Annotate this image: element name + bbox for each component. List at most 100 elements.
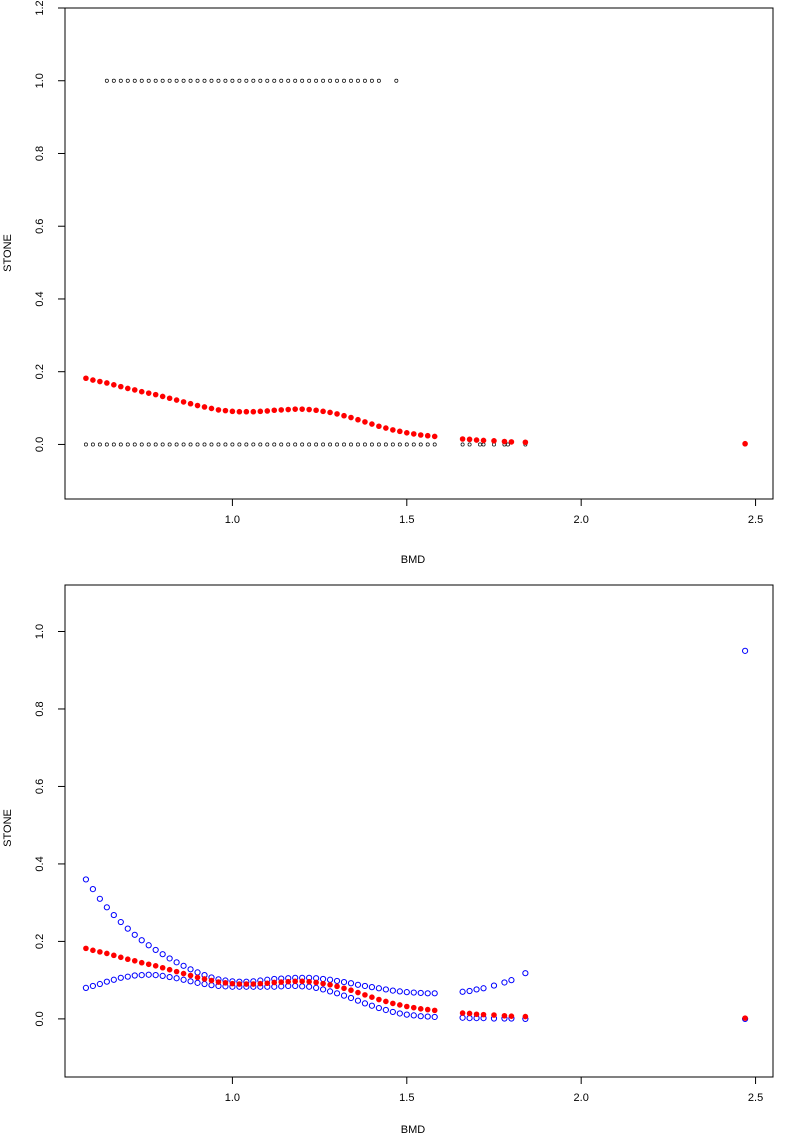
observed-point <box>258 78 263 83</box>
fitted-point <box>397 1002 403 1008</box>
fitted-point <box>313 407 319 414</box>
plot-frame <box>64 584 774 1078</box>
lower-confidence-point <box>368 1002 376 1009</box>
fitted-point <box>522 439 529 446</box>
lower-confidence-point <box>410 1012 417 1019</box>
fitted-point <box>201 976 208 982</box>
observed-point <box>411 442 416 447</box>
fitted-point <box>383 998 389 1005</box>
fitted-point <box>111 381 117 388</box>
upper-confidence-point <box>333 977 341 985</box>
fitted-point <box>376 996 382 1003</box>
upper-confidence-point <box>131 931 138 938</box>
observed-point <box>342 78 346 83</box>
fitted-point <box>194 974 201 981</box>
upper-confidence-point <box>410 989 417 996</box>
fitted-point <box>159 393 166 400</box>
observed-point <box>97 442 102 447</box>
fitted-point <box>376 423 382 430</box>
lower-confidence-point <box>313 984 320 991</box>
fitted-point <box>292 978 298 985</box>
fitted-point <box>466 1010 473 1017</box>
observed-point <box>265 442 270 447</box>
fitted-point <box>104 950 110 957</box>
observed-point <box>369 78 374 83</box>
fitted-point <box>222 980 229 986</box>
observed-point <box>104 78 109 83</box>
fitted-point <box>83 375 89 382</box>
y-tick-label: 0.6 <box>34 779 46 794</box>
fitted-point <box>243 408 250 415</box>
fitted-point <box>278 407 285 413</box>
upper-confidence-point <box>89 886 97 893</box>
y-tick-label: 0.2 <box>34 364 46 379</box>
observed-point <box>153 442 158 447</box>
y-tick-label: 0.6 <box>34 219 46 234</box>
fitted-point <box>320 980 326 987</box>
upper-confidence-point <box>124 925 131 932</box>
observed-point <box>300 442 305 447</box>
lower-confidence-point <box>103 978 110 985</box>
y-tick-label: 1.2 <box>34 0 46 15</box>
series-upper-confidence <box>82 647 749 997</box>
lower-confidence-point <box>138 972 145 979</box>
fitted-point <box>180 970 187 977</box>
fitted-point <box>159 964 166 971</box>
upper-confidence-point <box>180 962 187 969</box>
lower-confidence-point <box>389 1008 396 1016</box>
observed-point <box>356 78 360 83</box>
fitted-point <box>320 408 326 415</box>
fitted-point <box>257 408 264 415</box>
observed-point <box>279 78 284 83</box>
y-tick-label: 0.2 <box>34 934 46 949</box>
y-tick-label: 0.8 <box>34 701 46 716</box>
observed-point <box>118 78 123 83</box>
upper-confidence-point <box>424 990 431 997</box>
lower-confidence-point <box>89 982 97 990</box>
fitted-point <box>118 954 124 961</box>
y-axis-title: STONE <box>2 234 14 272</box>
observed-point <box>167 442 172 447</box>
fitted-point <box>145 961 152 968</box>
fitted-point <box>264 980 271 987</box>
observed-point <box>314 78 319 83</box>
observed-point <box>328 78 333 83</box>
fitted-point <box>97 949 103 955</box>
fitted-point <box>124 956 131 963</box>
fitted-point <box>383 425 389 431</box>
observed-point <box>174 78 179 83</box>
fitted-point <box>236 981 243 987</box>
observed-point <box>244 78 249 83</box>
observed-point <box>90 442 95 447</box>
x-tick-label: 1.0 <box>225 514 240 526</box>
fitted-point <box>250 408 257 415</box>
fitted-point <box>742 440 748 447</box>
fitted-point <box>390 1000 396 1007</box>
x-tick-label: 2.0 <box>574 1092 589 1104</box>
fitted-point <box>124 385 131 392</box>
fitted-point <box>180 399 187 405</box>
observed-point <box>209 442 214 447</box>
upper-confidence-point <box>431 990 438 997</box>
lower-confidence-point <box>145 971 152 978</box>
upper-confidence-point <box>508 977 515 984</box>
x-tick-label: 2.5 <box>748 1092 763 1104</box>
upper-confidence-point <box>152 946 159 954</box>
fitted-point <box>431 433 438 440</box>
fitted-point <box>341 412 347 419</box>
observed-point <box>342 442 346 447</box>
fitted-point <box>742 1015 748 1021</box>
upper-confidence-point <box>417 989 424 997</box>
fitted-point <box>299 978 305 985</box>
fitted-point <box>138 959 145 966</box>
fitted-point <box>131 957 138 964</box>
observed-point <box>202 78 207 83</box>
fitted-point <box>390 427 396 433</box>
observed-point <box>460 442 465 447</box>
observed-point <box>321 78 326 83</box>
lower-confidence-point <box>96 980 103 988</box>
fitted-point <box>369 421 375 427</box>
fitted-point <box>194 402 201 409</box>
fitted-point <box>152 391 159 398</box>
